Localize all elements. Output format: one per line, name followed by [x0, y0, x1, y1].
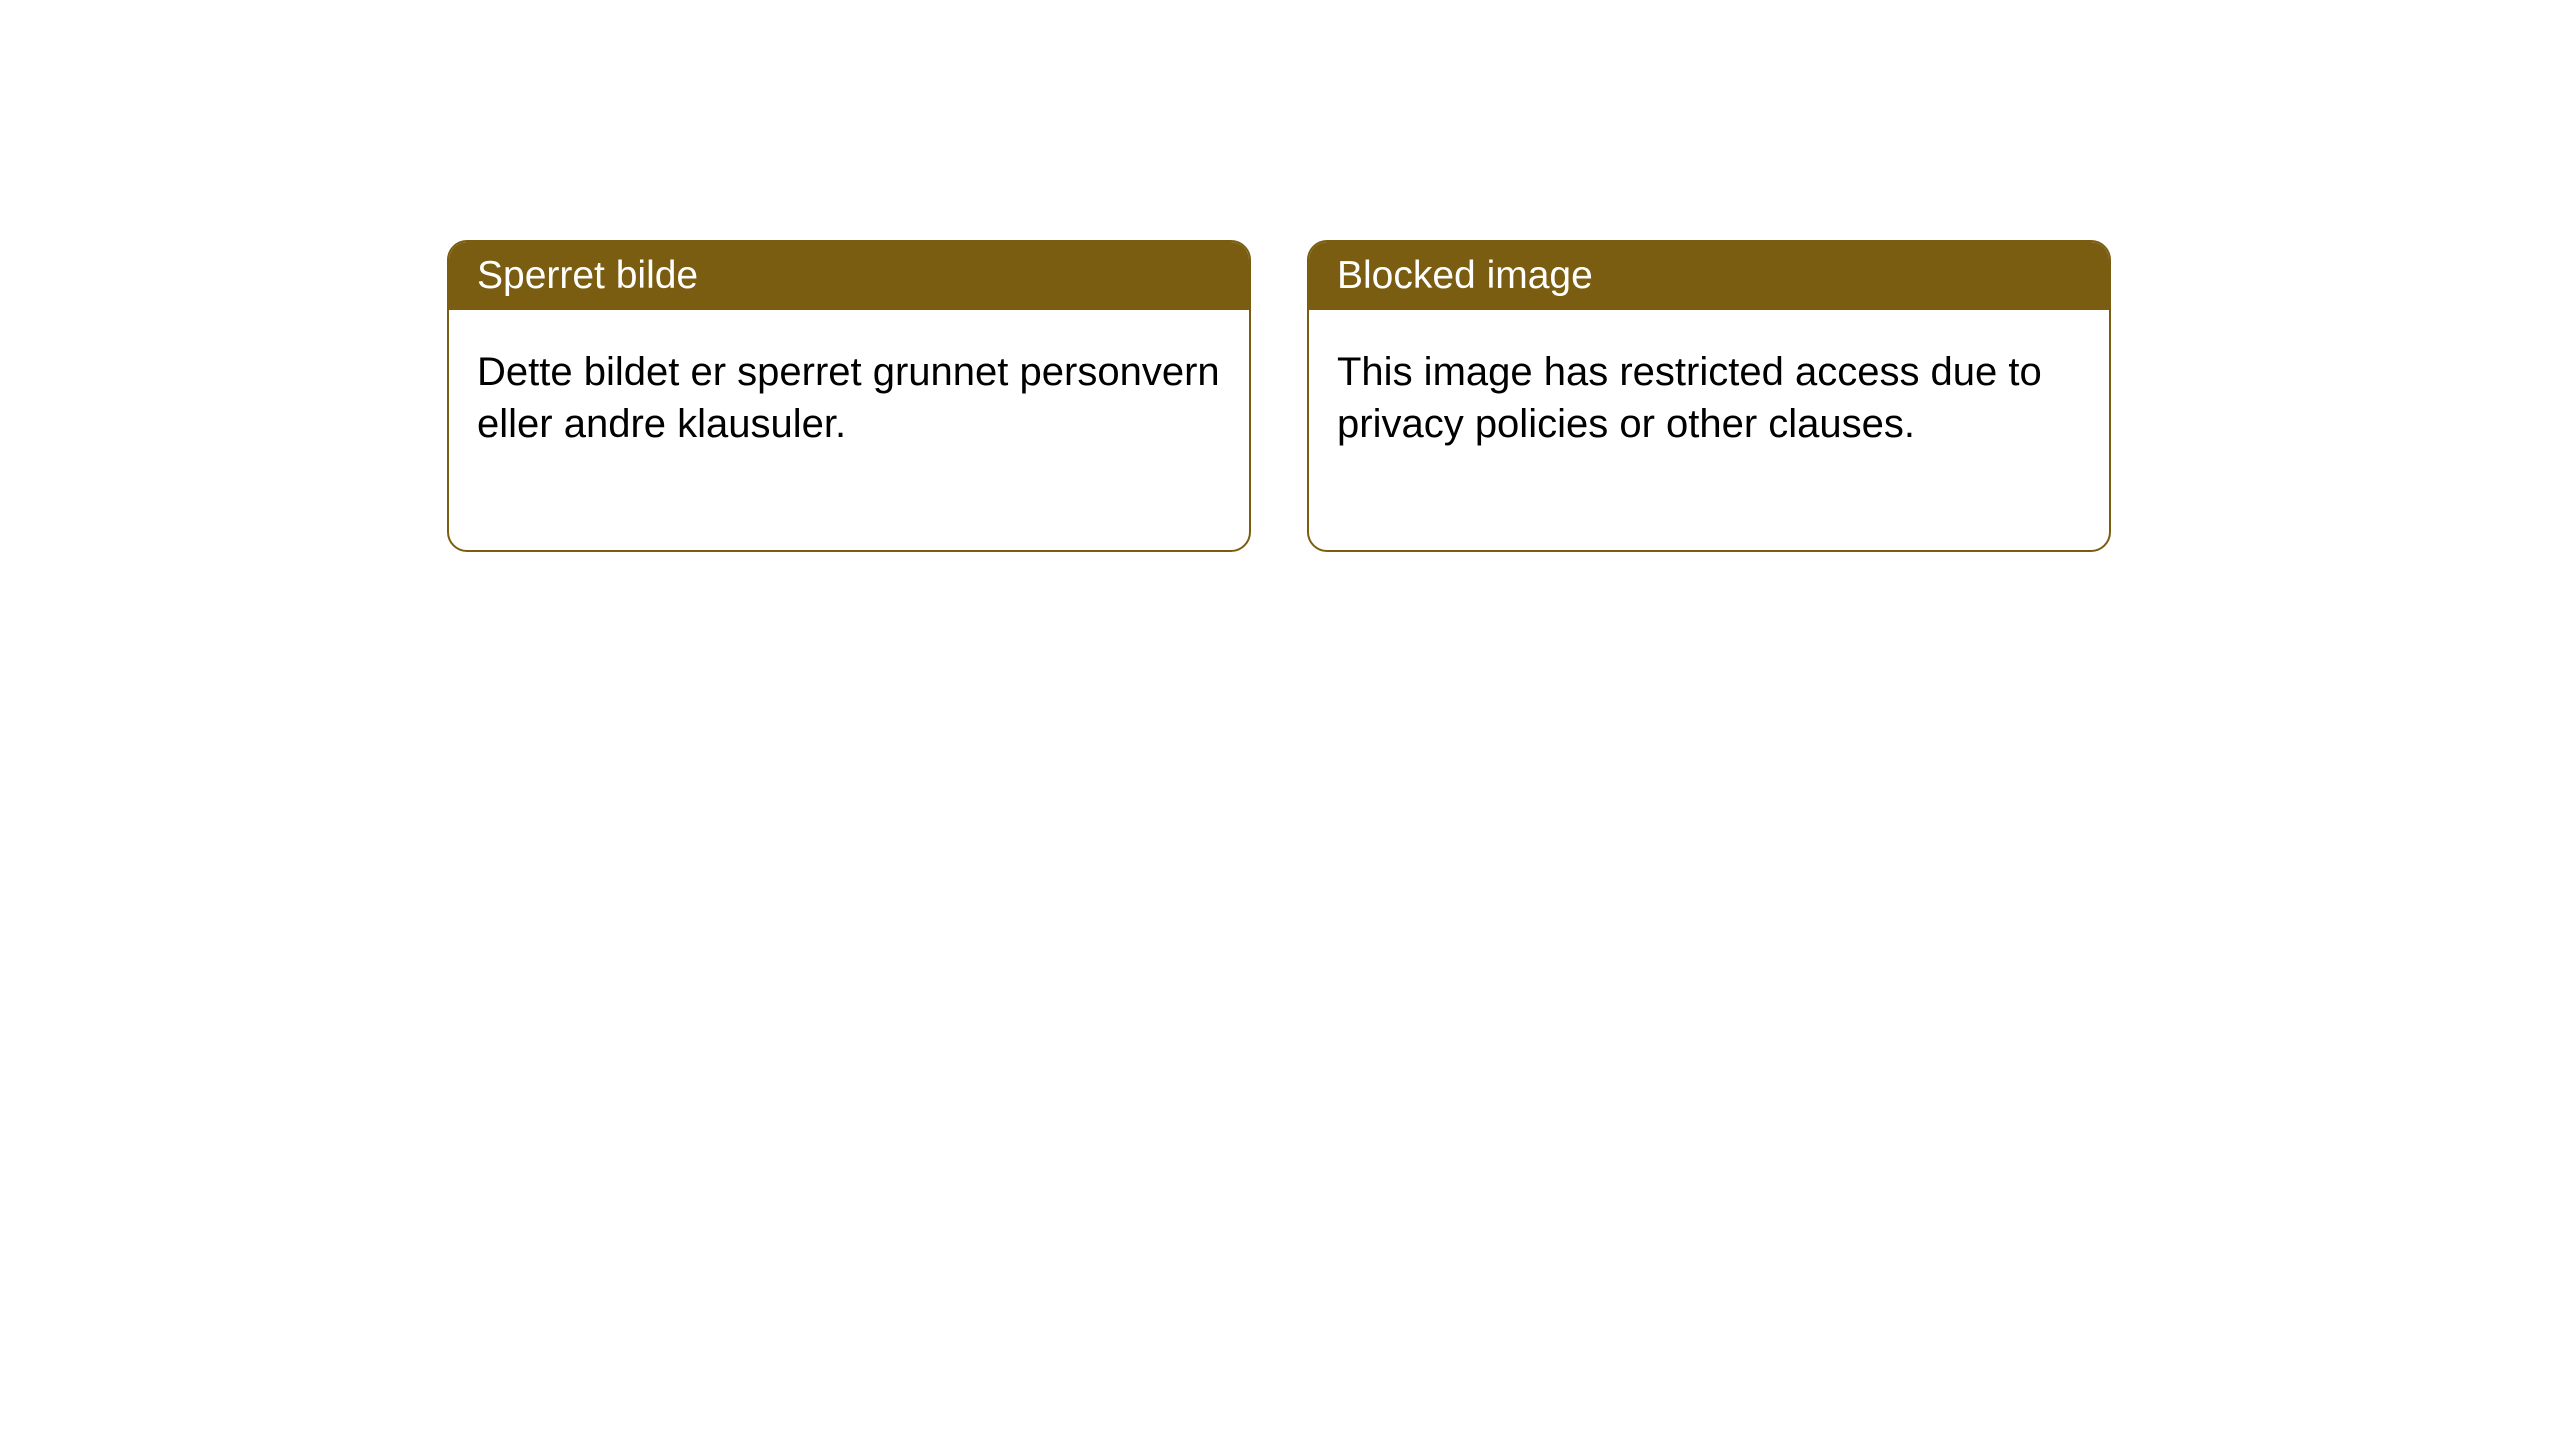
card-text-english: This image has restricted access due to …: [1337, 350, 2042, 446]
card-header-english: Blocked image: [1309, 242, 2109, 310]
card-title-norwegian: Sperret bilde: [477, 254, 698, 297]
card-body-english: This image has restricted access due to …: [1309, 310, 2109, 550]
card-title-english: Blocked image: [1337, 254, 1593, 297]
card-header-norwegian: Sperret bilde: [449, 242, 1249, 310]
card-body-norwegian: Dette bildet er sperret grunnet personve…: [449, 310, 1249, 550]
notice-card-norwegian: Sperret bilde Dette bildet er sperret gr…: [447, 240, 1251, 552]
card-text-norwegian: Dette bildet er sperret grunnet personve…: [477, 350, 1220, 446]
notice-cards-container: Sperret bilde Dette bildet er sperret gr…: [447, 240, 2111, 552]
notice-card-english: Blocked image This image has restricted …: [1307, 240, 2111, 552]
